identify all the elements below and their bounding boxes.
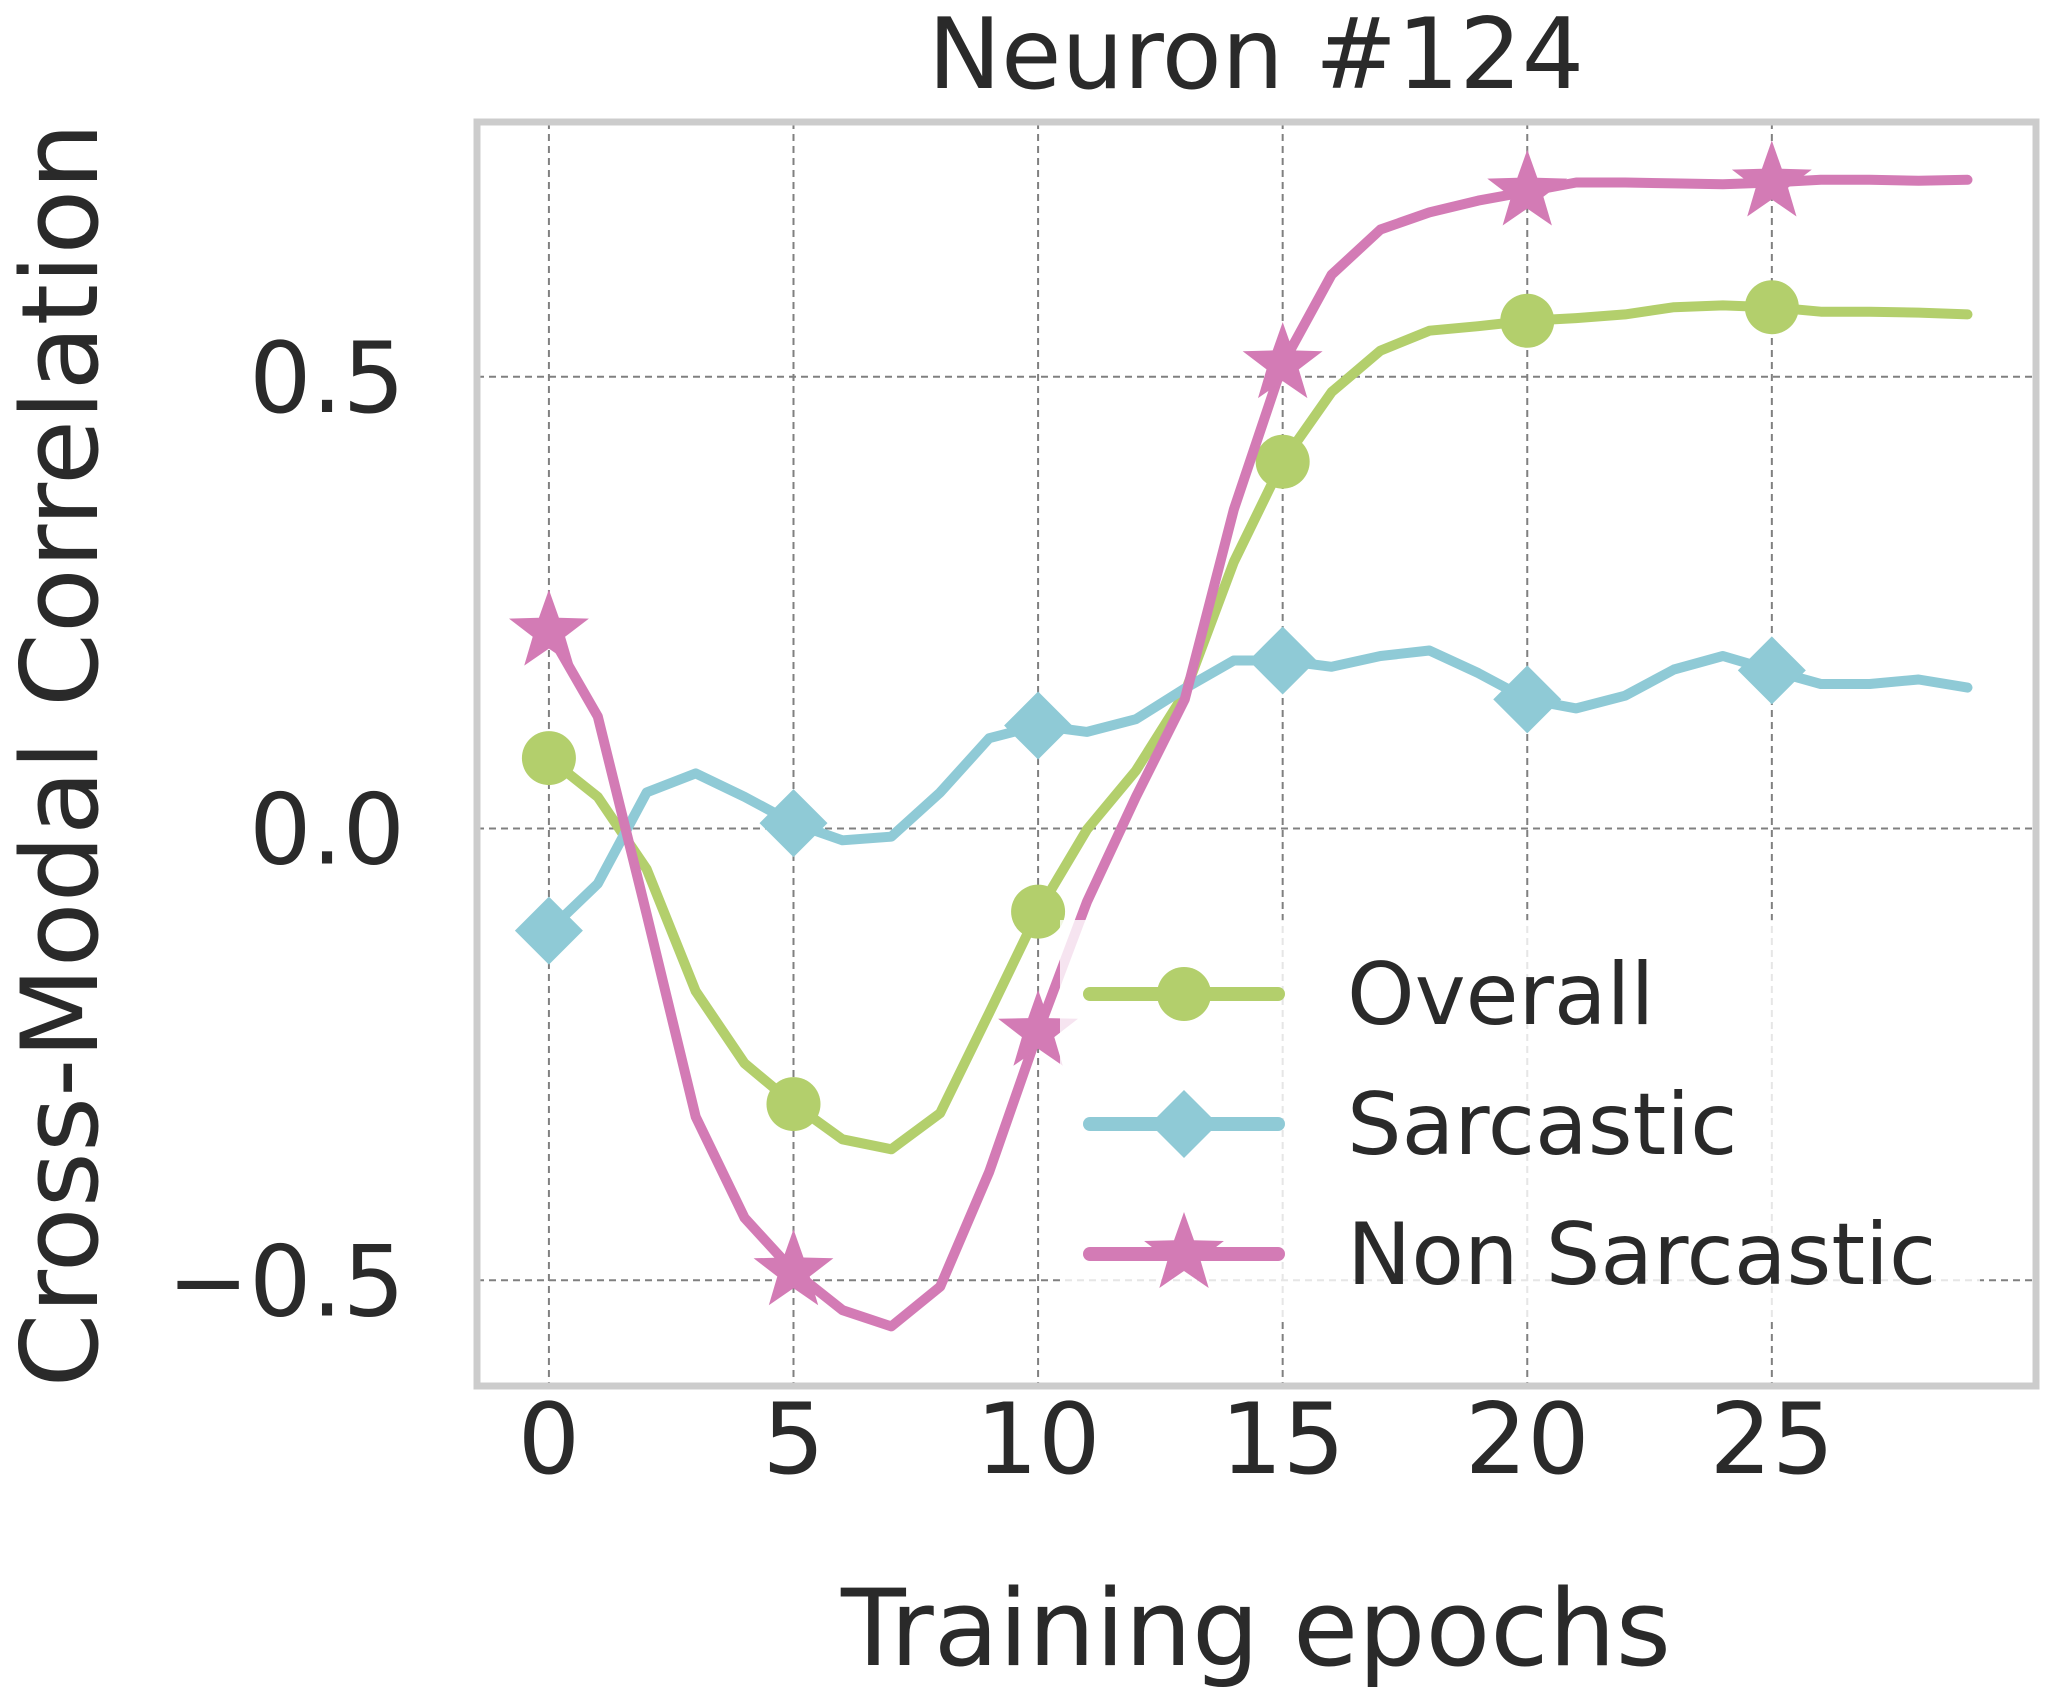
series-line [543, 645, 1973, 936]
legend: Overall Sarcastic Non Sarcastic [1060, 920, 1980, 1320]
legend-item: Overall [1083, 945, 1654, 1045]
star-marker [1242, 322, 1323, 399]
tick-labels: 0 5 10 15 20 25 −0.5 0.0 0.5 [167, 322, 1834, 1497]
circle-marker [1011, 884, 1066, 939]
star-marker [509, 589, 589, 666]
y-tick-label: −0.5 [167, 1225, 405, 1339]
diamond-marker [514, 896, 583, 965]
diamond-marker [759, 789, 828, 858]
y-axis-label: Cross-Modal Correlation [0, 122, 122, 1387]
x-axis-label: Training epochs [840, 1567, 1671, 1690]
x-tick-label: 0 [518, 1383, 580, 1497]
y-tick-label: 0.0 [249, 774, 405, 888]
x-tick-label: 10 [976, 1383, 1101, 1497]
legend-label: Overall [1347, 945, 1654, 1045]
legend-item: Sarcastic [1083, 1075, 1737, 1175]
axes-frame [473, 118, 2040, 1390]
diamond-marker [1150, 1090, 1218, 1158]
x-tick-label: 5 [762, 1383, 824, 1497]
series-sarcastic [514, 626, 1973, 965]
circle-marker [521, 731, 576, 786]
diamond-marker [1248, 626, 1317, 695]
y-tick-label: 0.5 [249, 322, 405, 436]
series-lines [509, 140, 1973, 1332]
star-marker [1487, 149, 1568, 226]
star-marker [1144, 1212, 1224, 1288]
series-non-sarcastic [509, 140, 1973, 1332]
diamond-marker [1493, 665, 1562, 734]
x-tick-label: 15 [1220, 1383, 1345, 1497]
star-marker [1731, 140, 1812, 217]
circle-marker [1500, 293, 1555, 348]
circle-marker [1255, 434, 1310, 489]
diamond-marker [1737, 636, 1806, 705]
circle-marker [1744, 280, 1799, 335]
x-tick-label: 20 [1465, 1383, 1590, 1497]
x-tick-label: 25 [1709, 1383, 1834, 1497]
star-marker [753, 1229, 834, 1306]
legend-label: Sarcastic [1347, 1075, 1737, 1175]
diamond-marker [1004, 691, 1073, 760]
circle-marker [766, 1077, 821, 1132]
circle-marker [1157, 967, 1211, 1021]
legend-label: Non Sarcastic [1347, 1205, 1936, 1305]
series-overall [521, 280, 1973, 1155]
star-marker [998, 989, 1078, 1066]
legend-item: Non Sarcastic [1083, 1205, 1936, 1305]
chart-title: Neuron #124 [928, 0, 1584, 112]
